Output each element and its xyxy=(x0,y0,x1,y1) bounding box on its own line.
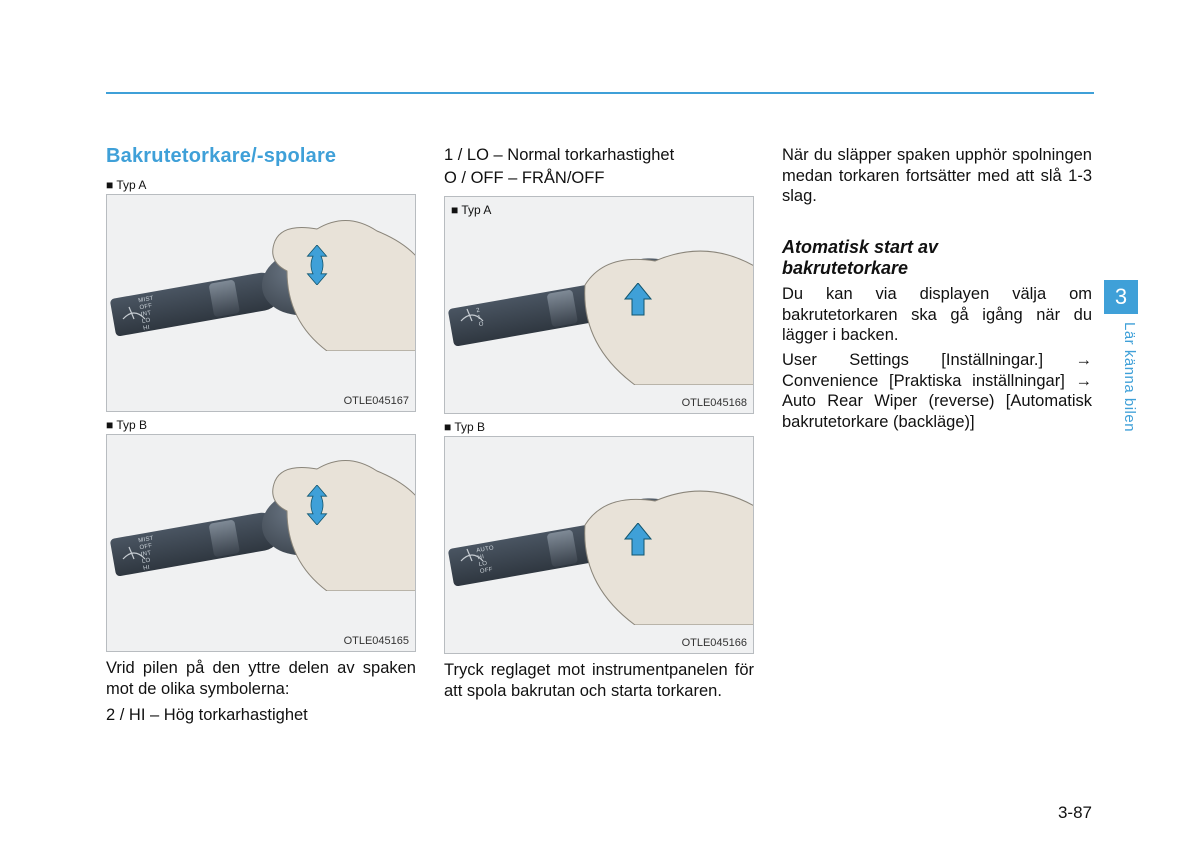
col2-line-1: 1 / LO – Normal torkarhastighet xyxy=(444,145,754,166)
arrow-right-icon: → xyxy=(1076,372,1093,390)
rotate-arrow-icon xyxy=(297,245,337,285)
figure-code: OTLE045166 xyxy=(682,637,747,649)
col3-p2: Du kan via displayen välja om bakrutetor… xyxy=(782,284,1092,346)
figure-col2-a: ■ Typ A 21O OTLE045168 xyxy=(444,196,754,414)
rotate-arrow-icon xyxy=(297,485,337,525)
push-arrow-icon xyxy=(621,523,655,557)
subheading-line1: Atomatisk start av xyxy=(782,237,938,257)
hand-illustration xyxy=(575,225,754,385)
p3-a: User Settings [Inställningar.] xyxy=(782,351,1076,369)
figure-code: OTLE045165 xyxy=(344,635,409,647)
wiper-icon xyxy=(121,543,147,565)
figure-a-label-inside: ■ Typ A xyxy=(451,203,491,217)
col3-subheading: Atomatisk start av bakrutetorkare xyxy=(782,237,1092,280)
wiper-icon xyxy=(459,305,485,327)
figure-a-label: ■ Typ A xyxy=(106,178,416,192)
top-rule xyxy=(106,92,1094,94)
section-title: Bakrutetorkare/-spolare xyxy=(106,145,416,168)
content-area: Bakrutetorkare/-spolare ■ Typ A MISTOFFI… xyxy=(106,145,1094,726)
column-3: När du släpper spaken upphör spolningen … xyxy=(782,145,1092,726)
figure-col1-b: MISTOFFINTLOHI OTLE045165 xyxy=(106,434,416,652)
subheading-line2: bakrutetorkare xyxy=(782,258,908,278)
figure-code: OTLE045167 xyxy=(344,395,409,407)
figure-code: OTLE045168 xyxy=(682,397,747,409)
col2-body-1: Tryck reglaget mot instrument­panelen fö… xyxy=(444,660,754,701)
figure-b-label: ■ Typ B xyxy=(444,420,754,434)
col3-p1: När du släpper spaken upphör spolningen … xyxy=(782,145,1092,207)
wiper-icon xyxy=(121,303,147,325)
figure-col2-b: AUTOHILOOFF OTLE045166 xyxy=(444,436,754,654)
arrow-right-icon: → xyxy=(1076,351,1093,369)
chapter-tab: 3 xyxy=(1104,280,1138,314)
col1-body-1: Vrid pilen på den yttre delen av spaken … xyxy=(106,658,416,699)
col1-body-2: 2 / HI – Hög torkarhastighet xyxy=(106,705,416,726)
p3-b: Convenience [Praktiska inställningar] xyxy=(782,372,1076,390)
column-1: Bakrutetorkare/-spolare ■ Typ A MISTOFFI… xyxy=(106,145,416,726)
page-number: 3-87 xyxy=(1058,803,1092,823)
figure-b-label: ■ Typ B xyxy=(106,418,416,432)
wiper-icon xyxy=(459,545,485,567)
col3-p3: User Settings [Inställningar.] → Conveni… xyxy=(782,350,1092,433)
hand-illustration xyxy=(575,465,754,625)
column-2: 1 / LO – Normal torkarhastighet O / OFF … xyxy=(444,145,754,726)
push-arrow-icon xyxy=(621,283,655,317)
chapter-side-label: Lär känna bilen xyxy=(1104,322,1138,432)
figure-col1-a: MISTOFFINTLOHI OTLE045167 xyxy=(106,194,416,412)
col2-line-2: O / OFF – FRÅN/OFF xyxy=(444,168,754,189)
p3-c: Auto Rear Wiper (reverse) [Automatisk ba… xyxy=(782,392,1092,431)
